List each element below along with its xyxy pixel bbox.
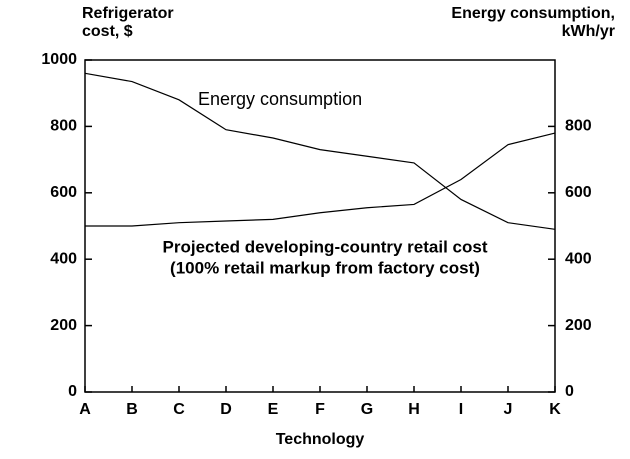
y-tick-label: 800 [50,118,77,135]
x-tick-label: I [459,401,463,418]
y-tick-label: 600 [50,184,77,201]
y2-axis-title: kWh/yr [562,23,615,40]
y2-tick-label: 0 [565,383,574,400]
series-line [85,132,556,227]
x-tick-label: K [549,401,561,418]
y2-tick-label: 600 [565,184,592,201]
x-tick-label: H [408,401,420,418]
series-label: Projected developing-country retail cost [163,237,488,256]
x-tick-label: G [361,401,373,418]
y-tick-label: 400 [50,250,77,267]
x-tick-label: C [173,401,185,418]
series-label: Energy consumption [198,89,362,109]
plot-frame [84,59,556,393]
x-tick-label: E [268,401,279,418]
y2-tick-label: 400 [565,250,592,267]
y-axis-title: Refrigerator [82,5,174,22]
y-axis-title: cost, $ [82,23,133,40]
y2-tick-label: 800 [565,118,592,135]
series-label: (100% retail markup from factory cost) [170,258,480,277]
x-tick-label: D [220,401,232,418]
x-tick-label: J [504,401,513,418]
y-tick-label: 0 [68,383,77,400]
y2-axis-title: Energy consumption, [451,5,615,22]
x-tick-label: A [79,401,91,418]
series-line [84,72,556,230]
y-tick-label: 200 [50,317,77,334]
y-tick-label: 1000 [41,51,77,68]
x-tick-label: B [126,401,138,418]
x-tick-label: F [315,401,325,418]
y2-tick-label: 200 [565,317,592,334]
x-axis-title: Technology [276,431,365,448]
